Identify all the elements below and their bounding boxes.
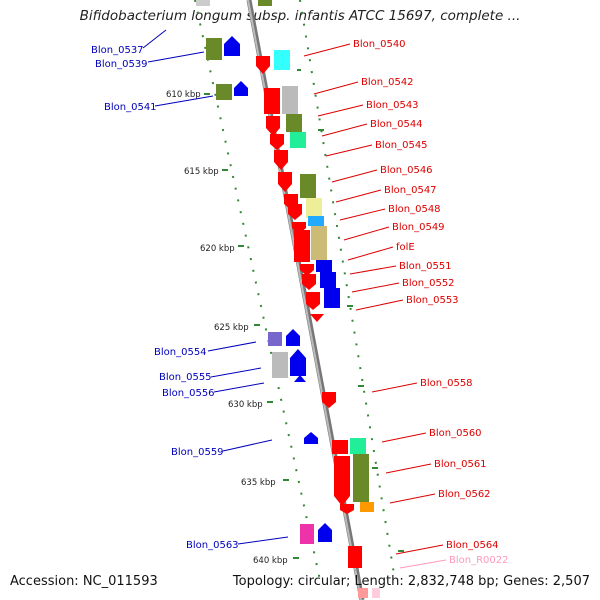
gene-label[interactable]: Blon_0560 [429,428,482,439]
forward-gene-arrow [322,392,336,408]
gene-block [258,0,272,6]
tick-label: 640 kbp [253,556,288,566]
reverse-gene-arrow [304,432,318,444]
gene-block [206,38,222,60]
gene-label[interactable]: Blon_0549 [392,222,445,233]
gene-block [268,332,282,346]
gene-label[interactable]: Blon_0551 [399,261,452,272]
gene-label[interactable]: Blon_0542 [361,77,414,88]
accession-text: Accession: NC_011593 [10,574,158,589]
gene-block [311,226,327,260]
gene-block [274,50,290,70]
gene-block [350,438,366,454]
gene-block [360,502,374,512]
forward-gene-arrow [266,116,280,136]
rna-label[interactable]: Blon_R0022 [449,555,509,566]
gene-block [300,174,316,198]
gc-marks [318,129,404,552]
gene-block [334,456,350,496]
gene-block [290,132,306,148]
tick-marks [204,93,299,559]
gene-block [332,440,348,454]
gene-block [294,230,310,262]
gene-label[interactable]: Blon_0562 [438,489,491,500]
gene-label[interactable]: Blon_0544 [370,119,423,130]
forward-gene-arrow [300,264,314,276]
gene-block [353,454,369,502]
gene-block [216,84,232,100]
gene-label[interactable]: Blon_0541 [104,102,157,113]
gene-label[interactable]: Blon_0537 [91,45,144,56]
gene-label[interactable]: Blon_0547 [384,185,437,196]
gene-block [308,216,324,226]
gene-label[interactable]: Blon_0552 [402,278,455,289]
gene-label[interactable]: Blon_0555 [159,372,212,383]
gene-label[interactable]: Blon_0553 [406,295,459,306]
reverse-gene-arrow [290,349,306,376]
reverse-gene-arrow [294,375,306,382]
reverse-gene-arrow [234,81,248,96]
reverse-gene-arrow [224,36,240,56]
tick-label: 610 kbp [166,90,201,100]
forward-gene-arrow [278,172,292,192]
gene-block [272,352,288,378]
forward-gene-arrow [256,56,270,74]
gene-block [264,88,280,114]
gene-label[interactable]: Blon_0561 [434,459,487,470]
left-leaders [142,29,289,545]
reverse-gene-arrow [286,329,300,346]
gene-label[interactable]: Blon_0554 [154,347,207,358]
forward-gene-arrow [310,314,324,322]
gene-label[interactable]: Blon_0564 [446,540,499,551]
gene-block [286,114,302,132]
forward-gene-arrow [306,292,320,310]
rna-block [372,588,380,598]
rna-leader [399,559,447,569]
gene-block [324,288,340,308]
tick-label: 635 kbp [241,478,276,488]
gene-label[interactable]: Blon_0545 [375,140,428,151]
gene-label[interactable]: Blon_0556 [162,388,215,399]
gc-track-right [299,0,396,581]
map-title: Bifidobacterium longum subsp. infantis A… [79,8,521,24]
gene-label[interactable]: Blon_0559 [171,447,224,458]
gene-block [300,524,314,544]
gene-block [306,198,322,218]
forward-gene-arrow [340,504,354,514]
forward-gene-arrow [274,150,288,170]
gene-label[interactable]: Blon_0543 [366,100,419,111]
tick-label: 625 kbp [214,323,249,333]
tick-label: 620 kbp [200,244,235,254]
gene-block [320,272,336,288]
gene-label[interactable]: Blon_0548 [388,204,441,215]
gene-label[interactable]: Blon_0539 [95,59,148,70]
summary-text: Topology: circular; Length: 2,832,748 bp… [232,574,590,589]
gene-label[interactable]: Blon_0546 [380,165,433,176]
gene-block [358,588,368,598]
gene-block [348,546,362,568]
reverse-gene-arrow [318,523,332,542]
gene-block [316,260,332,272]
tick-label: 615 kbp [184,167,219,177]
forward-gene-arrow [334,496,350,506]
gene-label[interactable]: folE [396,242,415,253]
gene-block [282,86,298,114]
right-leaders [303,43,444,555]
gene-label[interactable]: Blon_0563 [186,540,239,551]
forward-gene-arrow [302,274,316,290]
gene-label[interactable]: Blon_0540 [353,39,406,50]
forward-gene-arrow [288,204,302,220]
tick-label: 630 kbp [228,400,263,410]
gene-label[interactable]: Blon_0558 [420,378,473,389]
forward-gene-arrow [270,134,284,150]
gene-block [196,0,210,6]
